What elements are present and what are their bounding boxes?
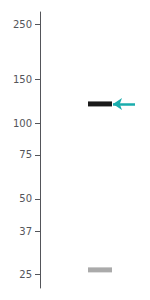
svg-text:25: 25 <box>19 269 32 280</box>
svg-text:250: 250 <box>13 19 32 30</box>
svg-text:50: 50 <box>19 193 32 204</box>
svg-text:150: 150 <box>13 74 32 85</box>
svg-text:100: 100 <box>13 118 32 129</box>
svg-text:75: 75 <box>19 149 32 160</box>
svg-text:37: 37 <box>19 226 32 237</box>
